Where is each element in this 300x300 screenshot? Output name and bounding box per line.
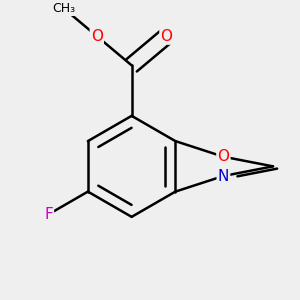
Text: CH₃: CH₃	[52, 2, 76, 15]
Text: O: O	[160, 28, 172, 44]
Text: F: F	[44, 207, 53, 222]
Text: N: N	[218, 169, 229, 184]
Text: O: O	[218, 149, 230, 164]
Text: O: O	[91, 28, 103, 44]
